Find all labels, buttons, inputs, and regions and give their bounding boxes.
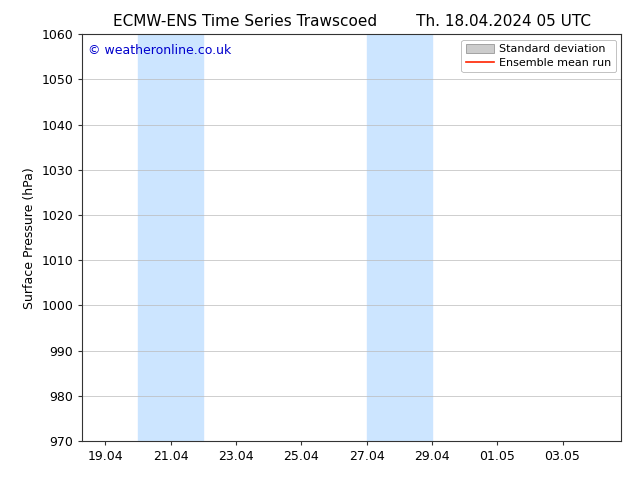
Bar: [138, 34, 204, 441]
Text: © weatheronline.co.uk: © weatheronline.co.uk: [87, 45, 231, 57]
Title: ECMW-ENS Time Series Trawscoed        Th. 18.04.2024 05 UTC: ECMW-ENS Time Series Trawscoed Th. 18.04…: [113, 14, 591, 29]
Y-axis label: Surface Pressure (hPa): Surface Pressure (hPa): [23, 167, 36, 309]
Legend: Standard deviation, Ensemble mean run: Standard deviation, Ensemble mean run: [462, 40, 616, 73]
Bar: [366, 34, 432, 441]
